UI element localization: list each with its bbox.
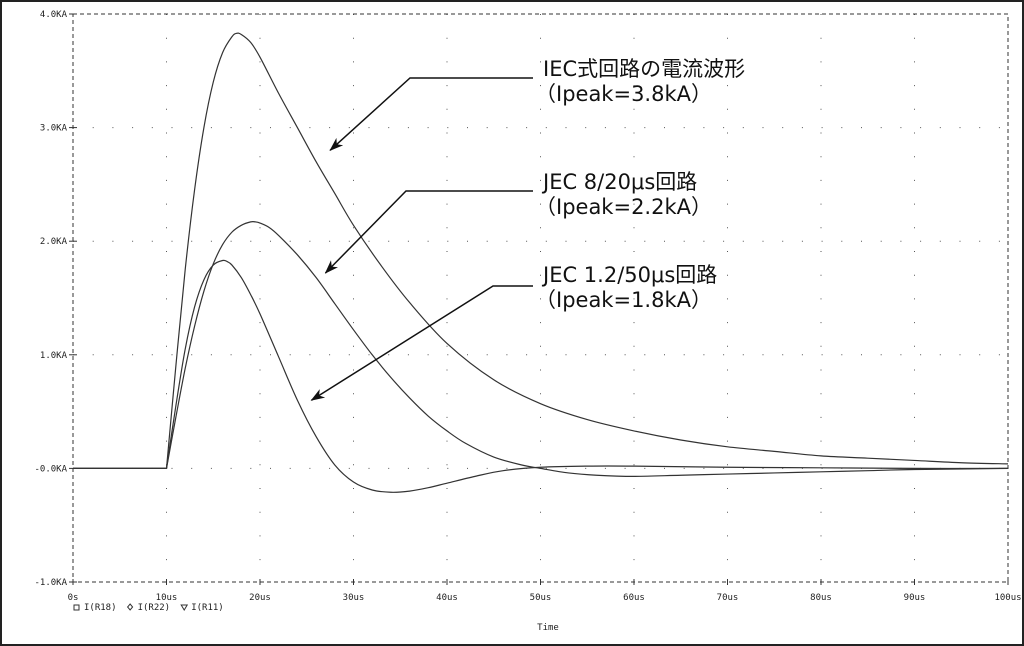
legend-marker-square <box>73 604 80 611</box>
series-line-1 <box>72 32 1009 470</box>
x-tick-label: 10us <box>156 593 178 603</box>
x-axis-label: Time <box>537 623 559 633</box>
annotation-label: （Ipeak=1.8kA） <box>535 288 712 312</box>
legend-entry: I(R18) <box>84 603 117 613</box>
legend-entry: I(R22) <box>138 603 171 613</box>
x-tick-label: 80us <box>810 593 832 603</box>
y-tick-label: -0.0KA <box>34 464 67 474</box>
series-line-3 <box>72 259 1009 493</box>
legend-marker-diamond <box>126 603 134 611</box>
series-line-2 <box>72 220 1009 477</box>
legend: I(R18) I(R22) I(R11) <box>73 603 224 613</box>
x-tick-label: 30us <box>343 593 365 603</box>
y-tick-label: 3.0KA <box>40 124 68 134</box>
y-tick-label: 4.0KA <box>40 10 68 20</box>
x-tick-label: 70us <box>717 593 739 603</box>
x-tick-label: 60us <box>623 593 645 603</box>
x-tick-label: 50us <box>530 593 552 603</box>
annotation-arrow <box>324 190 533 274</box>
x-tick-label: 40us <box>436 593 458 603</box>
x-tick-label: 100us <box>994 593 1021 603</box>
annotation-label: JEC 1.2/50μs回路 <box>541 263 717 287</box>
annotation-label: JEC 8/20μs回路 <box>541 170 697 194</box>
annotation-label: （Ipeak=3.8kA） <box>535 82 712 106</box>
y-tick-label: 2.0KA <box>40 237 68 247</box>
legend-marker-triangle <box>180 604 189 611</box>
x-tick-label: 0s <box>68 593 79 603</box>
annotation-arrow <box>329 77 533 151</box>
legend-entry: I(R11) <box>191 603 224 613</box>
y-tick-label: 1.0KA <box>40 351 68 361</box>
series-group <box>72 32 1009 493</box>
y-tick-label: -1.0KA <box>34 578 67 588</box>
annotation-label: （Ipeak=2.2kA） <box>535 195 712 219</box>
annotation-label: IEC式回路の電流波形 <box>543 57 745 81</box>
annotation-arrow <box>310 285 533 401</box>
x-tick-label: 90us <box>904 593 926 603</box>
annotations: IEC式回路の電流波形（Ipeak=3.8kA）JEC 8/20μs回路（Ipe… <box>310 57 745 401</box>
x-tick-label: 20us <box>249 593 271 603</box>
